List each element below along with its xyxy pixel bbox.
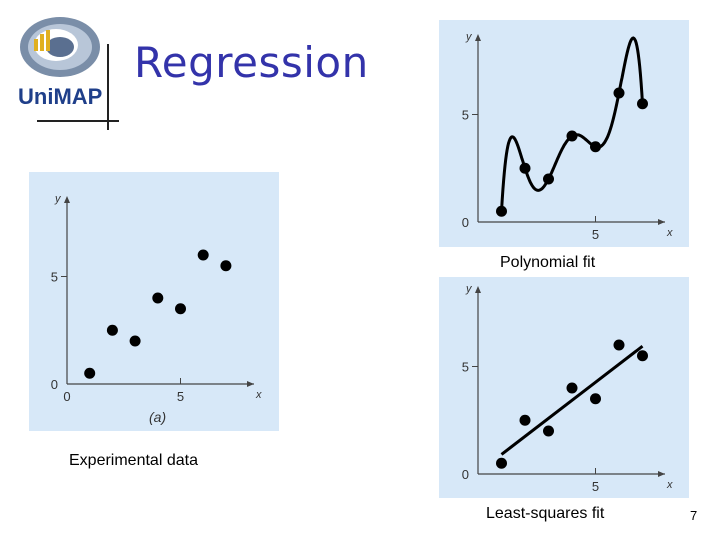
y-axis-label: y bbox=[54, 193, 62, 205]
y-tick-label: 5 bbox=[51, 270, 58, 285]
data-point bbox=[197, 249, 209, 261]
least-squares-line bbox=[500, 345, 644, 456]
x-axis-arrow bbox=[658, 471, 665, 477]
title-divider-vertical bbox=[107, 44, 109, 130]
y-tick-label: 0 bbox=[462, 467, 469, 482]
y-tick-label: 5 bbox=[462, 108, 469, 123]
data-point bbox=[84, 367, 96, 379]
chart-polynomial-fit: x y 5 0 5 bbox=[439, 20, 689, 247]
x-axis-label: x bbox=[666, 227, 673, 239]
data-point bbox=[220, 260, 232, 272]
data-point bbox=[590, 393, 601, 405]
data-point bbox=[637, 98, 648, 110]
unimap-logo: UniMAP bbox=[14, 12, 106, 112]
data-point bbox=[590, 141, 601, 153]
data-point bbox=[175, 303, 186, 315]
caption-least-squares: Least-squares fit bbox=[486, 505, 605, 522]
caption-experimental: Experimental data bbox=[69, 452, 198, 469]
x-tick-label: 5 bbox=[592, 479, 599, 494]
y-axis-label: y bbox=[465, 283, 473, 295]
y-axis-arrow bbox=[475, 34, 481, 41]
logo-text: UniMAP bbox=[18, 84, 102, 109]
chart-polynomial-svg: x y 5 0 5 bbox=[462, 31, 673, 242]
data-point bbox=[637, 350, 648, 362]
x-axis-arrow bbox=[658, 219, 665, 225]
x-tick-label: 0 bbox=[63, 389, 70, 404]
x-tick-label: 5 bbox=[177, 389, 184, 404]
polynomial-fit-curve bbox=[500, 36, 644, 212]
y-axis-arrow bbox=[475, 286, 481, 293]
page-number: 7 bbox=[690, 508, 698, 523]
chart-experimental-data: x y 0 5 0 5 (a) bbox=[29, 172, 279, 431]
data-point bbox=[613, 87, 625, 99]
data-point bbox=[152, 292, 164, 304]
x-axis-label: x bbox=[666, 479, 673, 491]
data-point bbox=[543, 173, 554, 185]
y-tick-label: 0 bbox=[51, 377, 58, 392]
data-point bbox=[519, 162, 531, 174]
slide-title: Regression bbox=[134, 38, 369, 87]
data-point bbox=[496, 457, 507, 469]
data-point bbox=[566, 130, 578, 142]
data-point bbox=[543, 425, 554, 437]
data-point bbox=[106, 324, 118, 336]
chart-least-squares-fit: x y 5 0 5 bbox=[439, 277, 689, 498]
y-axis-label: y bbox=[465, 31, 473, 43]
data-point bbox=[519, 414, 531, 426]
y-tick-label: 0 bbox=[462, 215, 469, 230]
data-point bbox=[496, 205, 507, 217]
y-tick-label: 5 bbox=[462, 360, 469, 375]
panel-label: (a) bbox=[149, 409, 166, 425]
chart-least-squares-svg: x y 5 0 5 bbox=[462, 283, 673, 494]
x-tick-label: 5 bbox=[592, 227, 599, 242]
x-axis-arrow bbox=[247, 381, 254, 387]
title-divider-horizontal bbox=[37, 120, 119, 122]
y-axis-arrow bbox=[64, 196, 70, 203]
x-axis-label: x bbox=[255, 389, 262, 401]
data-point bbox=[129, 335, 141, 347]
data-point bbox=[566, 382, 578, 394]
caption-polynomial: Polynomial fit bbox=[500, 254, 596, 271]
data-point bbox=[613, 339, 625, 351]
chart-experimental-svg: x y 0 5 0 5 (a) bbox=[51, 193, 262, 425]
